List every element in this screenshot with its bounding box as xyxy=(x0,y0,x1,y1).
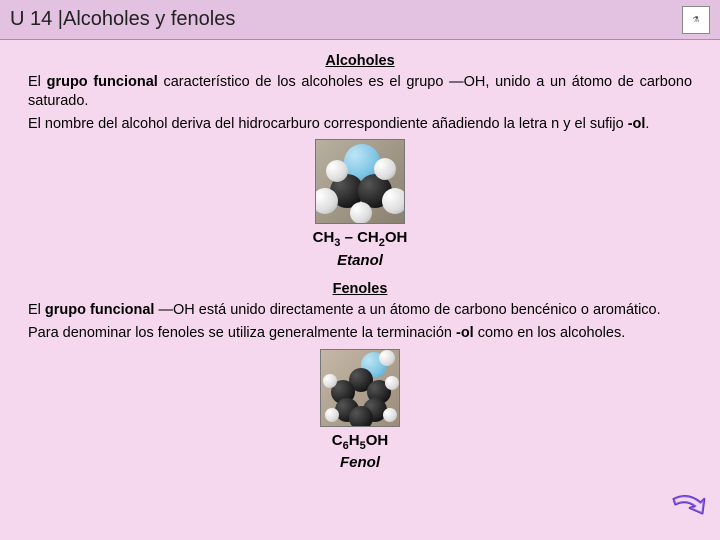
alcoholes-paragraph-2: El nombre del alcohol deriva del hidroca… xyxy=(28,115,692,134)
next-arrow-icon[interactable] xyxy=(670,490,706,526)
phenol-molecule-image xyxy=(320,349,400,427)
slide-content: Alcoholes El grupo funcional característ… xyxy=(0,40,720,473)
ethanol-name: Etanol xyxy=(28,251,692,271)
ethanol-molecule-image xyxy=(315,139,405,224)
section-title-fenoles: Fenoles xyxy=(28,280,692,299)
phenol-formula: C6H5OH xyxy=(28,431,692,453)
ethanol-formula: CH3 – CH2OH xyxy=(28,228,692,250)
logo-icon: ⚗ xyxy=(682,6,710,34)
phenol-name: Fenol xyxy=(28,453,692,473)
slide-header: U 14 |Alcoholes y fenoles ⚗ xyxy=(0,0,720,40)
alcoholes-paragraph-1: El grupo funcional característico de los… xyxy=(28,73,692,111)
section-title-alcoholes: Alcoholes xyxy=(28,52,692,71)
slide-title: U 14 |Alcoholes y fenoles xyxy=(10,8,235,31)
fenoles-paragraph-1: El grupo funcional ―OH está unido direct… xyxy=(28,301,692,320)
fenoles-paragraph-2: Para denominar los fenoles se utiliza ge… xyxy=(28,324,692,343)
